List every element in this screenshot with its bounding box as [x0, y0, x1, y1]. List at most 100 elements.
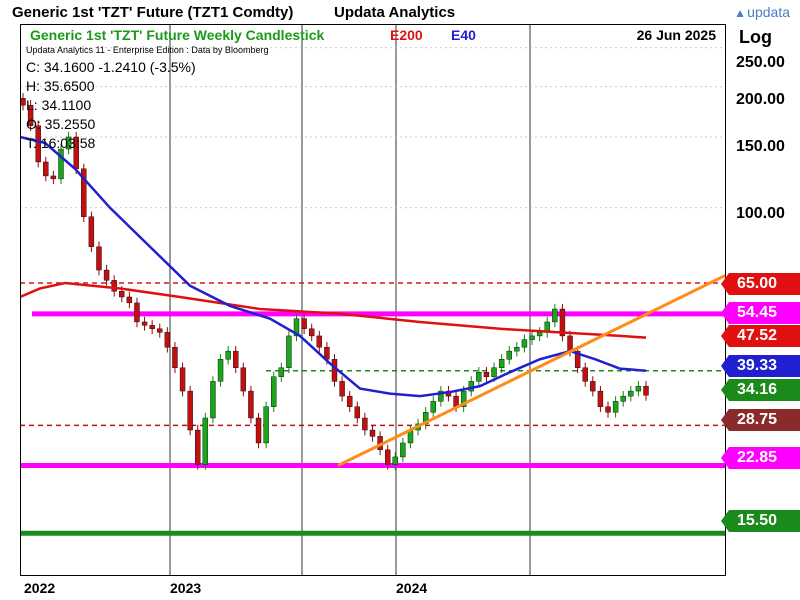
- candle-body: [301, 318, 307, 329]
- candle-body: [81, 168, 87, 217]
- candle-body: [58, 148, 64, 180]
- candle-body: [438, 390, 444, 402]
- y-tick-150: 150.00: [736, 138, 785, 155]
- trendline: [337, 273, 726, 467]
- brand-name: Updata Analytics: [334, 4, 456, 21]
- candle-body: [628, 390, 634, 397]
- candle-body: [240, 367, 247, 392]
- chart-date: 26 Jun 2025: [636, 27, 716, 43]
- candle-body: [50, 175, 57, 180]
- candle-body: [293, 318, 300, 337]
- x-label-2024: 2024: [396, 580, 428, 596]
- candle-body: [552, 308, 558, 323]
- y-tick-200: 200.00: [736, 91, 785, 108]
- candle-body: [316, 335, 323, 348]
- candle-body: [514, 346, 520, 352]
- value-tag-22.85: 22.85: [721, 447, 800, 469]
- value-tag-15.50: 15.50: [721, 510, 800, 532]
- e40-line: [20, 135, 647, 398]
- x-axis: 2022 2023 2024: [20, 576, 726, 600]
- candle-body: [255, 417, 262, 444]
- logo-text: updata: [747, 4, 790, 20]
- updata-logo-icon: ▲: [734, 6, 747, 20]
- candle-body: [369, 429, 376, 437]
- readout-time: T: 16:03:58: [26, 135, 96, 151]
- candle-body: [430, 401, 436, 413]
- value-tag-34.16: 34.16: [721, 379, 800, 401]
- x-label-2023: 2023: [170, 580, 202, 596]
- title-bar: Generic 1st 'TZT' Future (TZT1 Comdty) U…: [0, 0, 800, 24]
- candle-body: [346, 395, 353, 407]
- candle-body: [164, 332, 171, 348]
- candle-body: [179, 367, 186, 392]
- candle-body: [172, 346, 178, 368]
- candle-body: [354, 406, 360, 419]
- candle-body: [400, 442, 406, 458]
- candle-body: [210, 381, 216, 419]
- candle-body: [233, 350, 239, 368]
- y-tick-100: 100.00: [736, 205, 785, 222]
- legend-series-label: Generic 1st 'TZT' Future Weekly Candlest…: [30, 27, 325, 43]
- value-tag-54.45: 54.45: [721, 302, 800, 324]
- y-axis-scale-label: Log: [739, 27, 772, 47]
- readout-close: C: 34.1600 -1.2410 (-3.5%): [26, 59, 196, 75]
- candle-body: [103, 269, 110, 281]
- candle-body: [202, 417, 209, 465]
- candle-body: [521, 339, 528, 348]
- candle-body: [339, 381, 345, 397]
- candle-body: [605, 406, 611, 413]
- candle-body: [65, 136, 72, 150]
- candle-body: [195, 429, 201, 465]
- readout-open: O: 35.2550: [26, 116, 96, 132]
- candle-body: [126, 296, 133, 304]
- candle-body: [96, 246, 102, 271]
- candle-body: [460, 390, 467, 407]
- candle-body: [643, 385, 649, 396]
- chart-plot-area[interactable]: [20, 24, 726, 576]
- candle-body: [134, 302, 140, 323]
- candle-body: [225, 350, 231, 360]
- candle-body: [141, 321, 148, 326]
- candle-body: [309, 328, 315, 337]
- candle-body: [263, 406, 269, 444]
- candle-body: [111, 280, 117, 292]
- candle-body: [384, 449, 391, 465]
- value-tag-65.00: 65.00: [721, 273, 800, 295]
- candle-body: [574, 350, 581, 368]
- e200-line: [20, 281, 647, 339]
- candle-body: [27, 104, 34, 126]
- candle-body: [506, 350, 512, 360]
- candle-body: [590, 381, 596, 392]
- candle-body: [559, 308, 566, 337]
- candle-body: [217, 359, 224, 382]
- candle-body: [392, 456, 398, 465]
- candle-body: [278, 367, 285, 377]
- candle-body: [248, 390, 254, 419]
- candle-body: [483, 371, 490, 377]
- readout-high: H: 35.6500: [26, 78, 95, 94]
- candle-body: [476, 371, 482, 382]
- candle-body: [620, 395, 626, 402]
- value-tag-39.33: 39.33: [721, 355, 800, 377]
- subtitle: Updata Analytics 11 - Enterprise Edition…: [26, 45, 269, 55]
- value-tag-47.52: 47.52: [721, 325, 800, 347]
- candle-body: [582, 367, 588, 382]
- value-tag-28.75: 28.75: [721, 409, 800, 431]
- x-label-2022: 2022: [24, 580, 56, 596]
- candle-body: [43, 161, 49, 177]
- candle-body: [635, 385, 642, 392]
- candle-body: [612, 401, 619, 413]
- candle-body: [35, 125, 41, 163]
- readout-low: L: 34.1100: [26, 97, 92, 113]
- chart-frame: [20, 24, 726, 576]
- candle-body: [187, 390, 193, 431]
- updata-logo: ▲ updata: [734, 4, 790, 20]
- candle-body: [498, 359, 505, 368]
- candle-body: [286, 335, 292, 368]
- candle-body: [271, 376, 277, 407]
- y-tick-250: 250.00: [736, 54, 785, 71]
- candle-body: [529, 335, 535, 340]
- candle-body: [491, 367, 497, 377]
- candle-body: [119, 291, 125, 298]
- candle-body: [362, 417, 368, 431]
